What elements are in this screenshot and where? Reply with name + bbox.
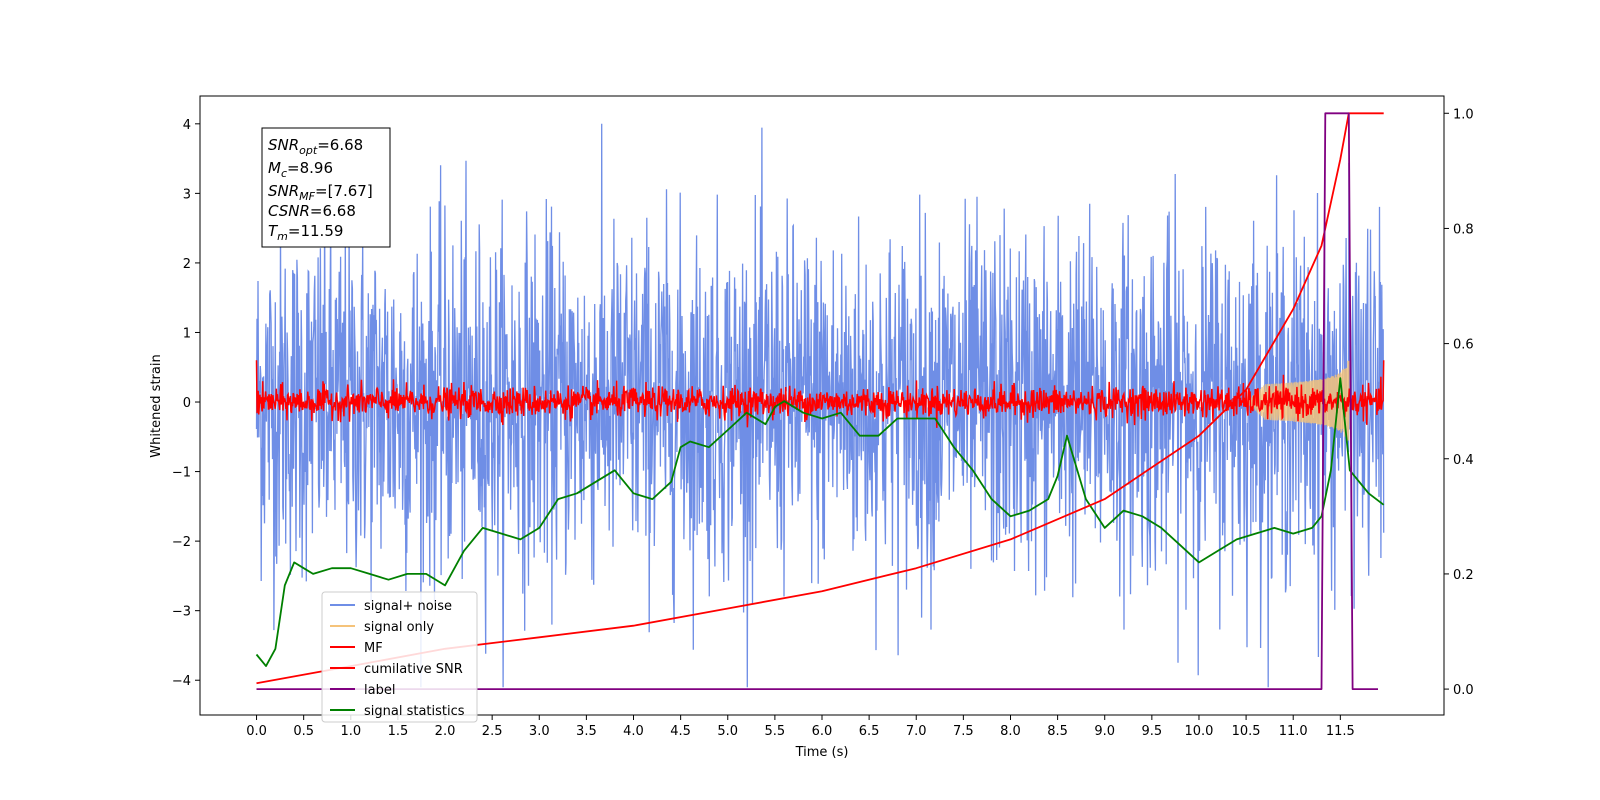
info-box: SNRopt=6.68 Mc=8.96 SNRMF=[7.67] CSNR=6.… — [261, 127, 391, 248]
y2-tick-label: 0.2 — [1453, 568, 1474, 583]
series-signal-statistics — [255, 377, 1385, 667]
x-tick-label: 5.5 — [765, 724, 786, 739]
y-tick-label: 2 — [183, 257, 191, 272]
legend-entry: signal+ noise — [364, 599, 452, 614]
legend-entry: signal statistics — [364, 704, 465, 719]
y-tick-label: 3 — [183, 187, 191, 202]
x-tick-label: 10.5 — [1232, 724, 1261, 739]
info-csnr-label: CSNR — [268, 202, 310, 220]
y-tick-label: −3 — [172, 605, 191, 620]
x-tick-label: 3.5 — [576, 724, 597, 739]
x-tick-label: 10.0 — [1184, 724, 1213, 739]
x-tick-label: 0.5 — [293, 724, 314, 739]
info-snr-mf-sub: MF — [299, 190, 315, 203]
legend-entry: label — [364, 683, 395, 698]
y2-tick-label: 0.0 — [1453, 683, 1474, 698]
x-tick-label: 9.5 — [1142, 724, 1163, 739]
x-axis-label: Time (s) — [795, 745, 849, 760]
info-box-frame — [261, 127, 391, 248]
info-csnr: CSNR=6.68 — [268, 202, 356, 220]
y-tick-label: −2 — [172, 535, 191, 550]
legend-entry: cumilative SNR — [364, 662, 463, 677]
x-axis: 0.0 0.5 1.0 1.5 2.0 2.5 3.0 3.5 4.0 4.5 5.0 5.5 6.0 6… — [246, 715, 1355, 739]
x-tick-label: 8.5 — [1047, 724, 1068, 739]
y2-tick-label: 0.6 — [1453, 338, 1474, 353]
info-snr-mf-value: =[7.67] — [315, 182, 373, 200]
info-mc-label: M — [268, 159, 281, 177]
x-tick-label: 4.0 — [623, 724, 644, 739]
info-snr-opt: SNRopt=6.68 — [268, 136, 363, 157]
x-tick-label: 8.0 — [1000, 724, 1021, 739]
y-tick-label: 1 — [183, 326, 191, 341]
info-tm-label: T — [268, 222, 279, 240]
y-axis-right: 1.0 0.8 0.6 0.4 0.2 0.0 — [1444, 107, 1474, 698]
info-mc: Mc=8.96 — [268, 159, 333, 180]
legend-entry: MF — [364, 641, 383, 656]
y2-tick-label: 0.4 — [1453, 453, 1474, 468]
x-tick-label: 4.5 — [670, 724, 691, 739]
x-tick-label: 0.0 — [246, 724, 267, 739]
info-snr-mf-label: SNR — [268, 182, 299, 200]
x-tick-label: 11.0 — [1279, 724, 1308, 739]
x-tick-label: 2.5 — [482, 724, 503, 739]
series-signal-noise — [255, 123, 1385, 688]
y-tick-label: −1 — [172, 466, 191, 481]
info-tm-sub: m — [277, 230, 288, 243]
x-tick-label: 3.0 — [529, 724, 550, 739]
x-tick-label: 6.0 — [812, 724, 833, 739]
series-mf — [255, 360, 1385, 428]
info-snr-opt-sub: opt — [299, 144, 318, 157]
x-tick-label: 6.5 — [859, 724, 880, 739]
info-mc-sub: c — [281, 167, 287, 180]
y-tick-label: 4 — [183, 118, 191, 133]
legend: signal+ noise signal only MF cumilative SNR… — [321, 591, 478, 723]
x-tick-label: 1.0 — [340, 724, 361, 739]
legend-entry: signal only — [364, 620, 434, 635]
y-axis-left: 4 3 2 1 0 −1 −2 −3 −4 — [172, 118, 200, 689]
x-tick-label: 7.0 — [906, 724, 927, 739]
y2-tick-label: 0.8 — [1453, 222, 1474, 237]
x-tick-label: 7.5 — [953, 724, 974, 739]
info-snr-opt-label: SNR — [268, 136, 299, 154]
series-label — [256, 112, 1378, 690]
x-tick-label: 9.0 — [1094, 724, 1115, 739]
info-snr-opt-value: =6.68 — [317, 136, 363, 154]
x-tick-label: 2.0 — [435, 724, 456, 739]
info-snr-mf: SNRMF=[7.67] — [268, 182, 373, 203]
y-tick-label: −4 — [172, 674, 191, 689]
y2-tick-label: 1.0 — [1453, 107, 1474, 122]
series-cumulative-snr — [256, 112, 1384, 685]
y-axis-label: Whitened strain — [149, 354, 164, 457]
info-tm-value: =11.59 — [288, 222, 344, 240]
x-tick-label: 11.5 — [1326, 724, 1355, 739]
x-tick-label: 1.5 — [388, 724, 409, 739]
info-csnr-value: =6.68 — [310, 202, 356, 220]
y-tick-label: 0 — [183, 396, 191, 411]
info-tm: Tm=11.59 — [268, 222, 343, 243]
info-mc-value: =8.96 — [287, 159, 333, 177]
x-tick-label: 5.0 — [717, 724, 738, 739]
series-layer — [255, 112, 1385, 690]
legend-frame — [321, 591, 478, 723]
